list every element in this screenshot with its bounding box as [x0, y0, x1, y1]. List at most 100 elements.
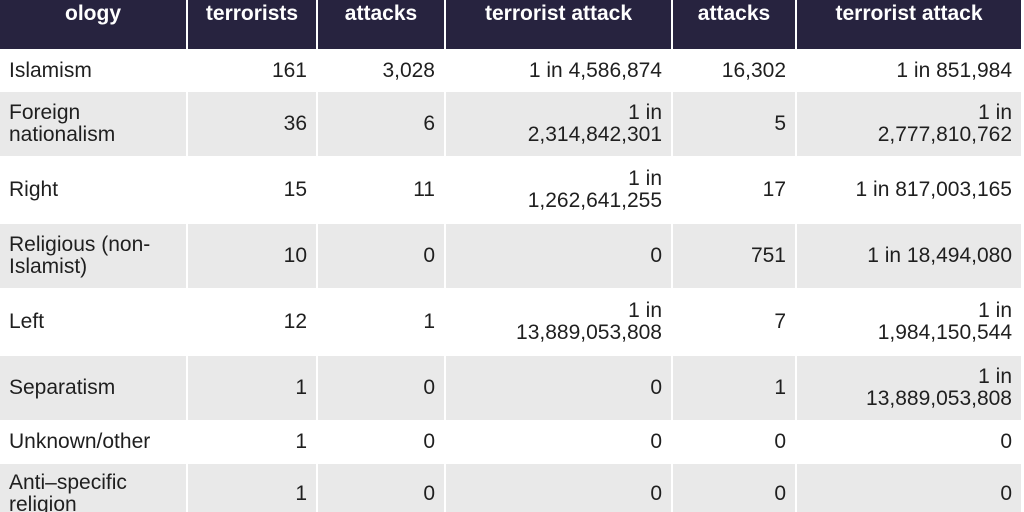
cell-line: Foreign — [9, 101, 81, 124]
cell-line: 2,314,842,301 — [527, 123, 662, 146]
cell-attacks-a: 0 — [317, 462, 446, 512]
cell-attacks-b: 0 — [672, 420, 797, 463]
cell-terrorists: 1 — [187, 462, 318, 512]
cell-line: 1 in 817,003,165 — [855, 178, 1012, 201]
cell-line: Separatism — [9, 376, 116, 399]
cell-line: Religious (non- — [9, 233, 151, 256]
cell-risk-b: 1 in 817,003,165 — [796, 156, 1021, 223]
header-attacks-b: terroristattacks — [672, 0, 797, 50]
cell-line: 0 — [1000, 430, 1012, 453]
cell-terrorists: 12 — [187, 288, 318, 355]
cell-risk-b: 1 in 1,984,150,544 — [796, 288, 1021, 355]
cell-line: 0 — [650, 244, 662, 267]
cell-attacks-a: 11 — [317, 156, 446, 223]
header-risk-b: terrorist attack — [796, 0, 1021, 50]
table-header: ologyterroriststerroristattacksterrorist… — [0, 0, 1021, 50]
header-line: terrorists — [205, 2, 299, 25]
cell-attacks-b: 17 — [672, 156, 797, 223]
cell-attacks-b: 1 — [672, 354, 797, 421]
table-row: Islamism 161 3,028 1 in 4,586,874 16,302 1 in… — [0, 49, 1021, 91]
cell-line: 1 in — [628, 299, 662, 322]
cell-line: Left — [9, 310, 45, 333]
cell-ideology: Anti–specific religion — [0, 462, 188, 512]
header-line: ology — [65, 2, 121, 25]
cell-ideology: Left — [0, 288, 188, 355]
cell-attacks-a: 1 — [317, 288, 446, 355]
cell-risk-a: 1 in 13,889,053,808 — [445, 288, 673, 355]
cell-ideology: Islamism — [0, 49, 188, 91]
cell-line: religion — [9, 492, 77, 512]
cell-attacks-a: 3,028 — [317, 49, 446, 91]
cell-line: 13,889,053,808 — [866, 387, 1012, 410]
table-row: Religious (non- Islamist) 10 0 0 751 1 in 18,4… — [0, 222, 1021, 289]
cell-line: 0 — [650, 430, 662, 453]
cell-line: 1 in — [978, 365, 1012, 388]
cell-risk-a: 0 — [445, 354, 673, 421]
cell-line: Right — [9, 178, 59, 201]
cell-line: 1 in 4,586,874 — [528, 58, 662, 82]
cell-line: 1 in — [628, 101, 662, 124]
cell-risk-b: 1 in 18,494,080 — [796, 222, 1021, 289]
cell-risk-b: 0 — [796, 462, 1021, 512]
header-line: attacks — [697, 2, 771, 25]
cell-terrorists: 161 — [187, 49, 318, 91]
cell-line: 0 — [1000, 481, 1012, 505]
cell-ideology: Foreign nationalism — [0, 90, 188, 157]
cell-terrorists: 36 — [187, 90, 318, 157]
cell-attacks-a: 6 — [317, 90, 446, 157]
cell-ideology: Unknown/other — [0, 420, 188, 463]
header-line: attacks — [344, 2, 418, 25]
cell-risk-b: 1 in 13,889,053,808 — [796, 354, 1021, 421]
cell-attacks-b: 7 — [672, 288, 797, 355]
cell-risk-b: 0 — [796, 420, 1021, 463]
cell-risk-b: 1 in 851,984 — [796, 49, 1021, 91]
cell-ideology: Separatism — [0, 354, 188, 421]
cell-line: 1 in 851,984 — [896, 58, 1012, 82]
header-line: terrorist — [324, 0, 438, 3]
cell-terrorists: 1 — [187, 354, 318, 421]
header-line: terrorist attack — [484, 2, 633, 25]
cell-line: 0 — [650, 481, 662, 505]
cell-line: Islamist) — [9, 255, 88, 278]
table-body: Islamism 161 3,028 1 in 4,586,874 16,302 1 in… — [0, 49, 1021, 512]
cell-line: 2,777,810,762 — [877, 123, 1012, 146]
cell-line: 13,889,053,808 — [516, 321, 662, 344]
cell-line: Anti–specific — [9, 470, 127, 494]
header-row: ologyterroriststerroristattacksterrorist… — [0, 0, 1021, 50]
table-row: Anti–specific religion 1 0 0 0 0 — [0, 462, 1021, 512]
header-risk-a: terrorist attack — [445, 0, 673, 50]
table-row: Separatism 1 0 0 1 1 in 13,889,053,808 — [0, 354, 1021, 421]
table-row: Unknown/other 1 0 0 0 0 — [0, 420, 1021, 463]
cell-risk-a: 1 in 4,586,874 — [445, 49, 673, 91]
cell-terrorists: 10 — [187, 222, 318, 289]
cell-attacks-a: 0 — [317, 420, 446, 463]
cell-line: nationalism — [9, 123, 116, 146]
header-terrorists: terrorists — [187, 0, 318, 50]
cell-attacks-b: 751 — [672, 222, 797, 289]
cell-line: Islamism — [9, 58, 92, 82]
cell-ideology: Religious (non- Islamist) — [0, 222, 188, 289]
table-row: Right 15 11 1 in 1,262,641,255 17 1 in 817,003… — [0, 156, 1021, 223]
cell-risk-a: 1 in 1,262,641,255 — [445, 156, 673, 223]
table-row: Left 12 1 1 in 13,889,053,808 7 1 in 1,984,150,… — [0, 288, 1021, 355]
cell-line: 1,984,150,544 — [877, 321, 1012, 344]
table-row: Foreign nationalism 36 6 1 in 2,314,842,301 5 1… — [0, 90, 1021, 157]
cell-attacks-a: 0 — [317, 354, 446, 421]
cell-attacks-b: 5 — [672, 90, 797, 157]
cell-risk-a: 1 in 2,314,842,301 — [445, 90, 673, 157]
cell-risk-a: 0 — [445, 462, 673, 512]
cell-line: 0 — [650, 376, 662, 399]
cell-line: 1 in — [628, 167, 662, 190]
cell-line: 1 in — [978, 299, 1012, 322]
cell-line: 1 in — [978, 101, 1012, 124]
cell-risk-a: 0 — [445, 222, 673, 289]
cell-risk-b: 1 in 2,777,810,762 — [796, 90, 1021, 157]
cell-risk-a: 0 — [445, 420, 673, 463]
cell-attacks-a: 0 — [317, 222, 446, 289]
cell-attacks-b: 0 — [672, 462, 797, 512]
header-line: terrorist — [679, 0, 789, 3]
cell-terrorists: 15 — [187, 156, 318, 223]
cell-attacks-b: 16,302 — [672, 49, 797, 91]
